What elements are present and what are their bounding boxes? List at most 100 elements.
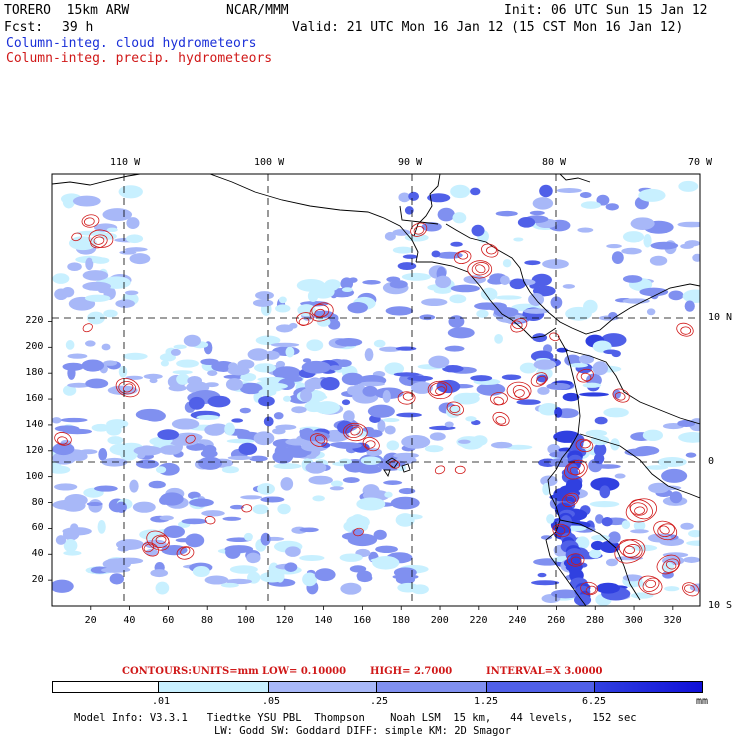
- precip-contour: [314, 308, 325, 318]
- cloud-patch: [614, 556, 644, 561]
- cloud-patch: [383, 480, 403, 485]
- lon-label-100w: 100 W: [254, 157, 285, 168]
- precip-contour: [185, 434, 196, 444]
- coast-ecuador: [545, 469, 587, 606]
- cloud-patch: [225, 578, 252, 585]
- cloud-patch: [107, 385, 138, 395]
- cloud-patch: [287, 376, 303, 382]
- cloud-patch: [52, 273, 70, 284]
- colorbar-segment: [594, 681, 703, 693]
- cloud-patch: [257, 376, 287, 382]
- cloud-patch: [594, 416, 608, 425]
- cloud-patch: [593, 502, 616, 507]
- cloud-patch: [546, 382, 571, 390]
- cloud-patch: [529, 210, 545, 216]
- cloud-patch: [539, 184, 553, 198]
- cloud-patch: [476, 309, 489, 318]
- precip-contour: [514, 389, 525, 398]
- cloud-patch: [643, 233, 652, 248]
- precip-contour: [510, 318, 528, 333]
- cloud-patch: [124, 290, 139, 296]
- bottom-tick-label: 40: [123, 615, 136, 626]
- cloud-patch: [229, 565, 258, 574]
- cloud-patch: [465, 416, 477, 422]
- cloud-patch: [622, 298, 650, 304]
- cloud-patch: [342, 477, 360, 483]
- cloud-patch: [589, 549, 602, 559]
- precip-contour: [642, 577, 660, 593]
- precip-contour: [467, 260, 493, 279]
- cloud-patch: [246, 552, 261, 564]
- lat-label-10s: 10 S: [708, 600, 733, 611]
- colorbar-segment: [486, 681, 595, 693]
- cloud-patch: [358, 381, 386, 387]
- cloud-patch: [181, 518, 208, 525]
- cloud-patch: [306, 339, 324, 352]
- cloud-patch: [551, 589, 581, 599]
- cloud-patch: [204, 424, 226, 436]
- border-inland-1: [565, 349, 700, 425]
- cloud-patch: [258, 388, 277, 397]
- cloud-patch: [684, 240, 700, 247]
- cloud-patch: [362, 385, 378, 397]
- cloud-patch: [63, 550, 82, 556]
- cloud-patch: [633, 520, 646, 531]
- cloud-patch: [346, 515, 370, 529]
- left-tick-label: 60: [31, 522, 44, 534]
- cloud-patch: [592, 340, 612, 353]
- cloud-patch: [67, 382, 91, 388]
- cloud-patch: [631, 544, 658, 552]
- cloud-patch: [630, 529, 649, 534]
- bottom-tick-label: 160: [353, 615, 372, 626]
- cloud-patch: [684, 300, 695, 312]
- precip-contour: [576, 368, 594, 383]
- cloud-patch: [160, 360, 169, 367]
- cloud-patch: [444, 345, 465, 352]
- cloud-patch: [457, 439, 471, 444]
- precip-contour: [176, 546, 195, 560]
- cloud-patch: [442, 364, 464, 373]
- cloud-patch: [188, 396, 205, 410]
- cloud-patch: [364, 348, 374, 362]
- lon-label-70w: 70 W: [688, 157, 713, 168]
- cloud-patch: [645, 465, 669, 470]
- colorbar-segment: [158, 681, 269, 693]
- cloud-patch: [275, 569, 285, 583]
- cloud-patch: [500, 275, 510, 286]
- cloud-patch: [542, 259, 569, 269]
- cloud-patch: [574, 594, 592, 606]
- cloud-patch: [52, 465, 71, 474]
- cloud-patch: [207, 395, 231, 408]
- cloud-patch: [118, 185, 143, 199]
- cloud-patch: [65, 340, 75, 350]
- precip-contour: [143, 543, 155, 553]
- cloud-patch: [688, 529, 700, 538]
- cloud-patch: [448, 315, 465, 328]
- cloud-patch: [677, 419, 696, 428]
- cloud-patch: [474, 302, 500, 310]
- cloud-patch: [471, 420, 481, 426]
- cloud-patch: [452, 212, 467, 224]
- colorbar-level-1: .01: [152, 696, 171, 707]
- cloud-patch: [67, 353, 88, 359]
- cloud-patch: [661, 468, 688, 483]
- cloud-patch: [291, 406, 307, 414]
- cloud-patch: [427, 193, 451, 203]
- precip-contour: [623, 544, 641, 558]
- cloud-patch: [187, 375, 203, 386]
- model-info-line2: LW: Godd SW: Goddard DIFF: simple KM: 2D…: [214, 725, 512, 737]
- precip-contour: [83, 217, 95, 226]
- cloud-patch: [285, 546, 301, 557]
- cloud-patch: [537, 572, 547, 578]
- coast-mexico: [52, 174, 141, 186]
- cloud-patch: [411, 381, 433, 394]
- colorbar-segment: [52, 681, 159, 693]
- cloud-patch: [595, 464, 621, 469]
- precip-contour: [435, 386, 446, 395]
- cloud-patch: [590, 477, 620, 492]
- cloud-patch: [247, 348, 270, 361]
- precip-contour: [309, 433, 328, 447]
- cloud-patch: [273, 412, 284, 420]
- cloud-patch: [642, 429, 664, 442]
- precip-contour: [353, 527, 364, 537]
